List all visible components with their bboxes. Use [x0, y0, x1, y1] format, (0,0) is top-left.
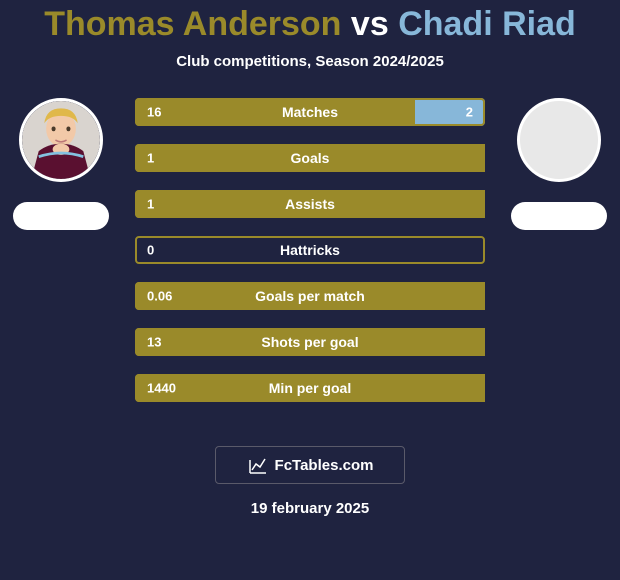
stat-label: Matches — [135, 104, 485, 120]
player-left-photo — [22, 101, 100, 179]
title-player2: Chadi Riad — [398, 5, 576, 43]
player-left-avatar — [19, 98, 103, 182]
comparison-content: 162Matches 1Goals 1Assists 0Hattricks 0.06Go… — [0, 98, 620, 418]
stat-bars: 162Matches 1Goals 1Assists 0Hattricks 0.06Go… — [135, 98, 485, 402]
subtitle: Club competitions, Season 2024/2025 — [0, 53, 620, 70]
title-player1: Thomas Anderson — [44, 5, 341, 43]
stat-label: Hattricks — [135, 242, 485, 258]
watermark-icon — [247, 454, 269, 476]
stat-bar: 1Goals — [135, 144, 485, 172]
date: 19 february 2025 — [0, 500, 620, 517]
watermark: FcTables.com — [215, 446, 405, 484]
stat-bar: 1Assists — [135, 190, 485, 218]
player-left-column — [6, 98, 116, 230]
stat-label: Goals per match — [135, 288, 485, 304]
stat-label: Min per goal — [135, 380, 485, 396]
player-left-club-pill — [13, 202, 109, 230]
stat-bar: 0.06Goals per match — [135, 282, 485, 310]
watermark-text: FcTables.com — [275, 457, 374, 474]
stat-label: Assists — [135, 196, 485, 212]
title-vs: vs — [351, 5, 389, 43]
stat-bar: 162Matches — [135, 98, 485, 126]
stat-label: Goals — [135, 150, 485, 166]
stat-bar: 13Shots per goal — [135, 328, 485, 356]
page-title: Thomas Anderson vs Chadi Riad — [0, 0, 620, 43]
stat-bar: 0Hattricks — [135, 236, 485, 264]
player-right-avatar — [517, 98, 601, 182]
player-right-club-pill — [511, 202, 607, 230]
stat-bar: 1440Min per goal — [135, 374, 485, 402]
stat-label: Shots per goal — [135, 334, 485, 350]
player-right-column — [504, 98, 614, 230]
